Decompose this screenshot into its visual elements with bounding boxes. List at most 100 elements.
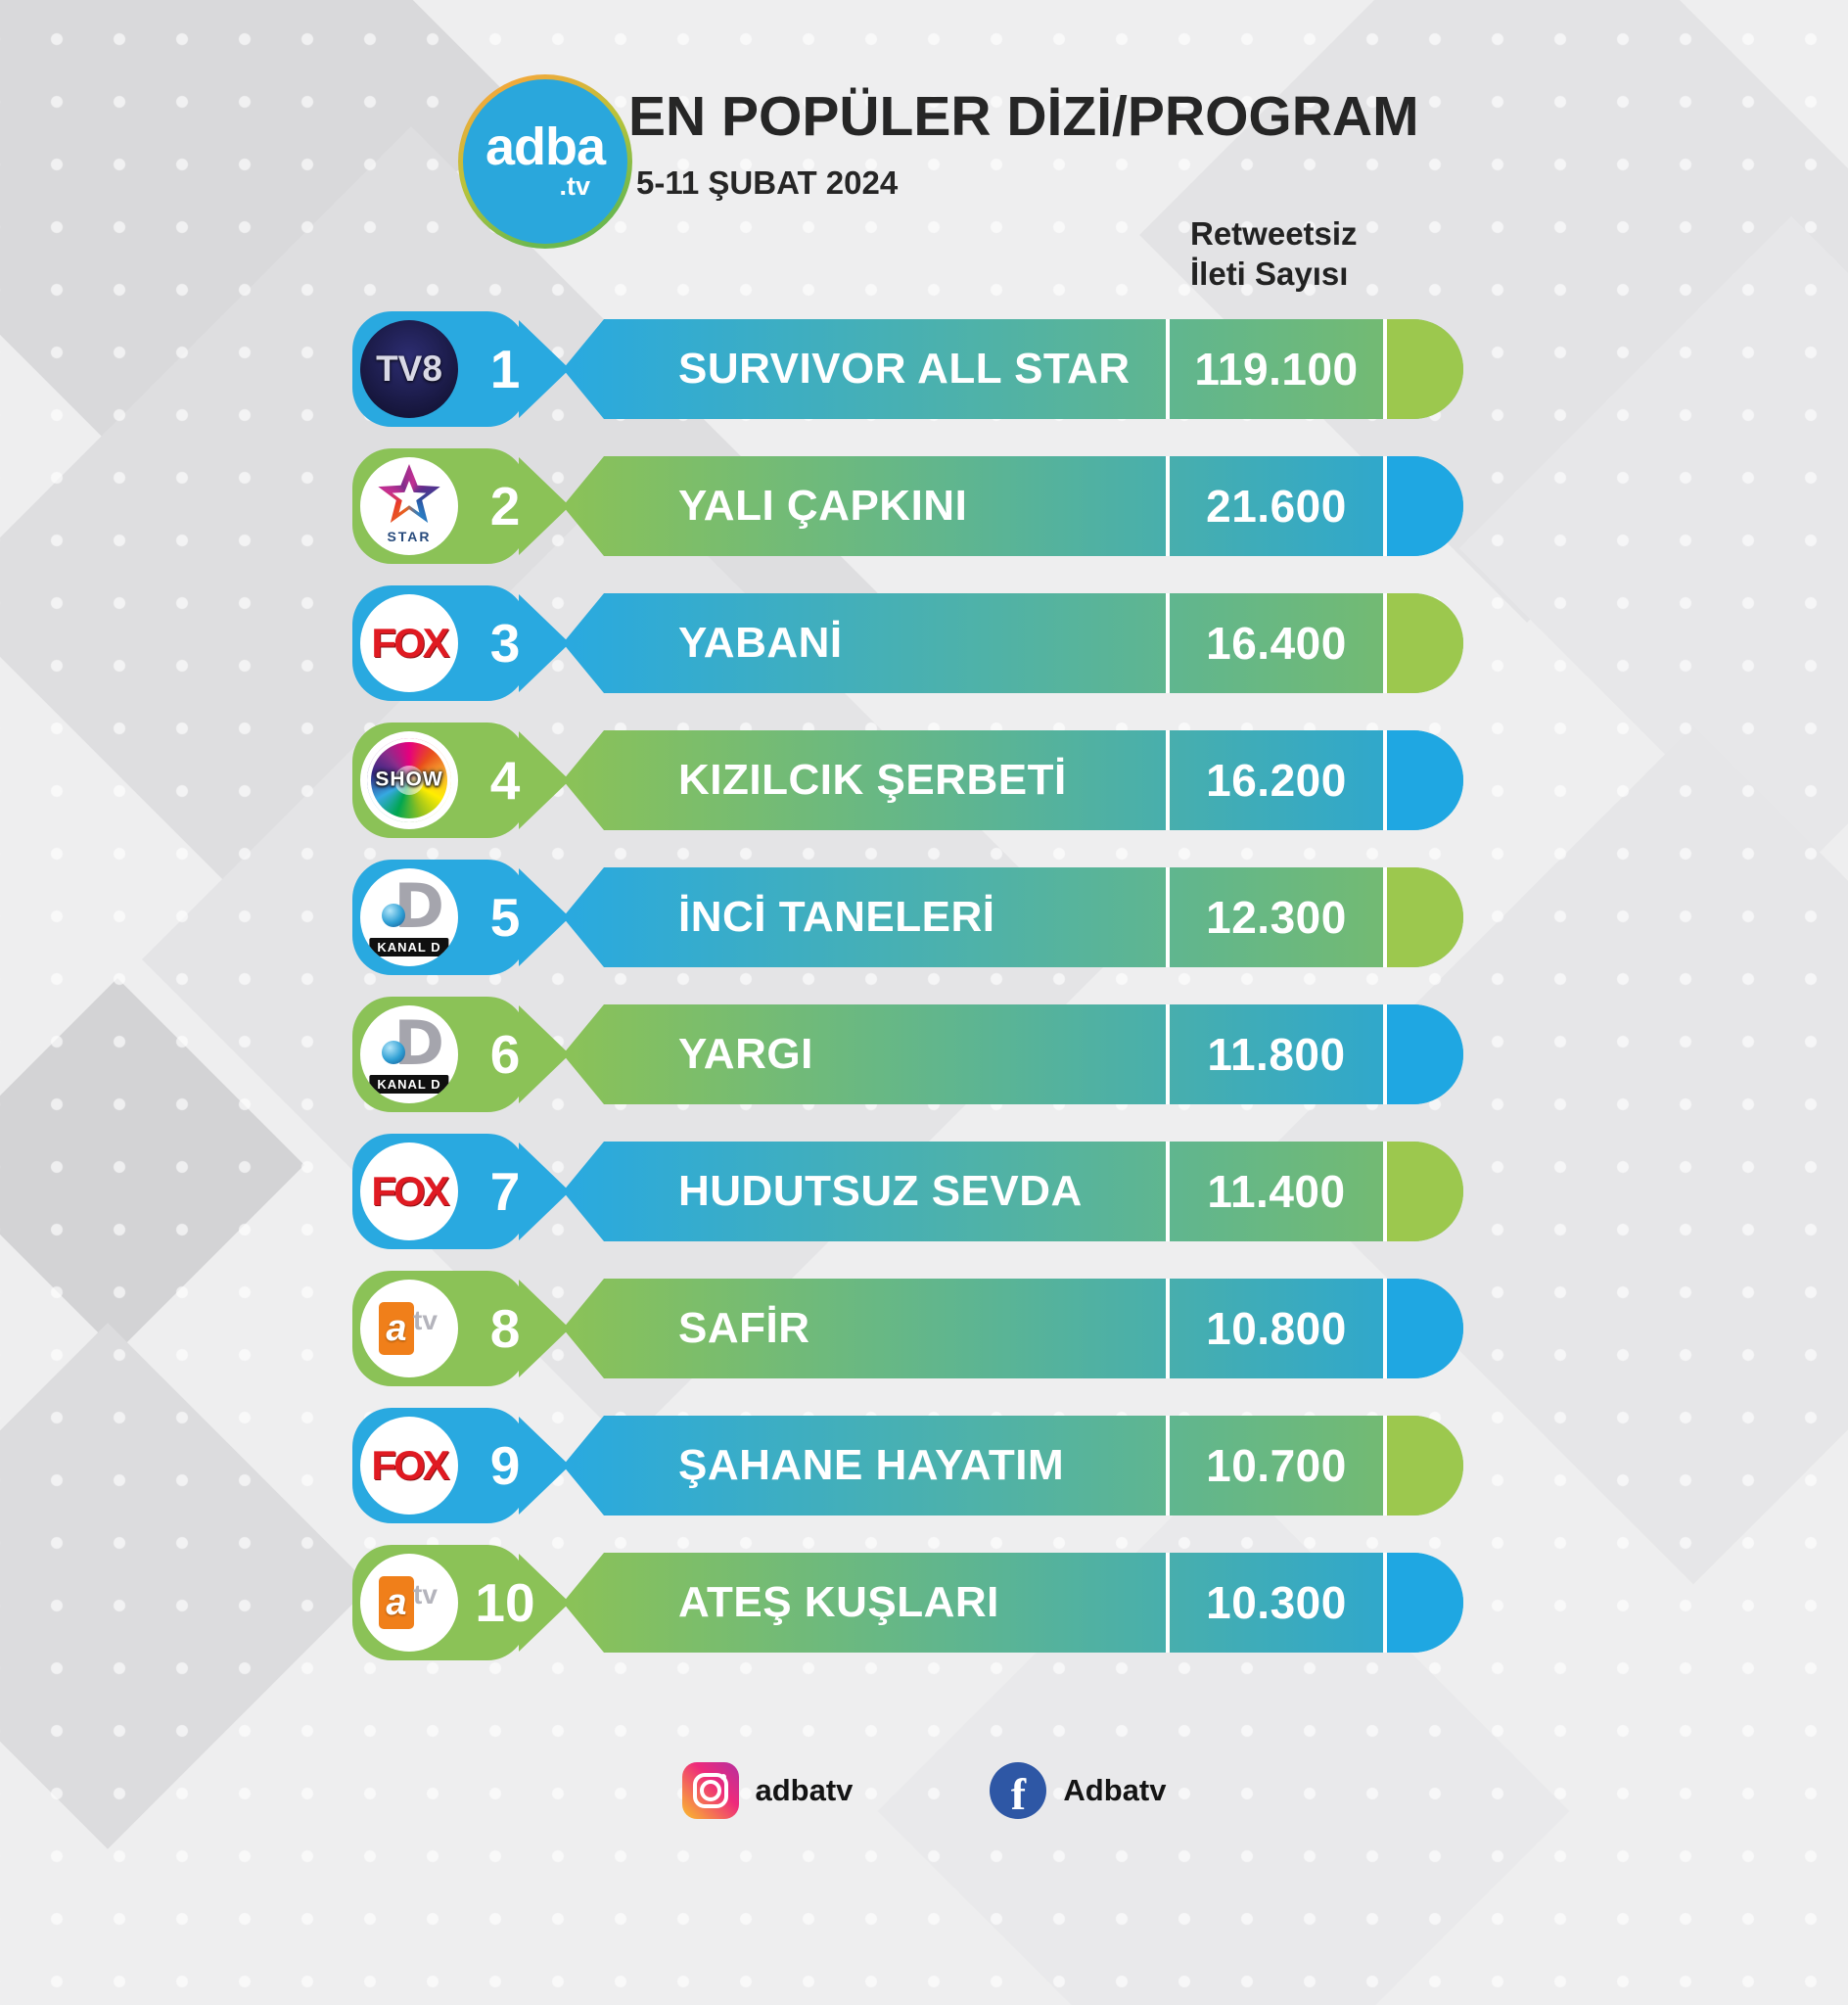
show-bar: HUDUTSUZ SEVDA 11.400 — [563, 1142, 1463, 1241]
channel-badge: a tv 10 — [352, 1545, 587, 1660]
atv-logo-a: a — [379, 1302, 414, 1355]
instagram-handle: adbatv — [755, 1773, 854, 1807]
bar-end-cap — [1387, 1142, 1463, 1241]
retweet-count: 21.600 — [1206, 481, 1347, 532]
fox-logo: FOX — [360, 1142, 458, 1240]
count-separator — [1166, 867, 1170, 967]
channel-badge: D KANAL D 5 — [352, 860, 587, 975]
bar-end-cap — [1387, 867, 1463, 967]
adba-logo-circle: adba .tv — [463, 79, 627, 244]
cap-separator — [1383, 319, 1387, 419]
rank-number: 7 — [489, 1161, 521, 1222]
adba-tv-logo: adba .tv — [458, 74, 632, 249]
instagram-icon — [681, 1762, 739, 1819]
show-bar: YARGI 11.800 — [563, 1004, 1463, 1104]
count-separator — [1166, 1553, 1170, 1653]
show-tv-logo: SHOW — [360, 731, 458, 829]
ranking-row-3: FOX 3 YABANİ 16.400 — [352, 585, 1488, 701]
tv8-logo: TV8 — [360, 320, 458, 418]
ranking-row-5: D KANAL D 5 İNCİ TANELERİ 12.300 — [352, 860, 1488, 975]
ranking-row-10: a tv 10 ATEŞ KUŞLARI 10.300 — [352, 1545, 1488, 1660]
ranking-row-9: FOX 9 ŞAHANE HAYATIM 10.700 — [352, 1408, 1488, 1523]
footer-social-bar: adbatv Adbatv — [0, 1762, 1848, 1819]
channel-badge: FOX 7 — [352, 1134, 587, 1249]
atv-logo-tv: tv — [413, 1579, 438, 1609]
retweet-count: 16.400 — [1206, 618, 1347, 669]
instagram-link[interactable]: adbatv — [681, 1762, 854, 1819]
channel-badge: TV8 1 — [352, 311, 587, 427]
bar-end-cap — [1387, 593, 1463, 693]
bar-end-cap — [1387, 456, 1463, 556]
count-column-header-line2: İleti Sayısı — [1190, 256, 1349, 292]
kanal-d-label: KANAL D — [368, 1074, 450, 1095]
fox-logo-text: FOX — [371, 1168, 449, 1214]
ranking-row-1: TV8 1 SURVIVOR ALL STAR 119.100 — [352, 311, 1488, 427]
tv8-logo-text: TV8 — [376, 349, 442, 389]
count-separator — [1166, 1004, 1170, 1104]
channel-badge: D KANAL D 6 — [352, 997, 587, 1112]
ranking-row-2: STAR 2 YALI ÇAPKINI 21.600 — [352, 448, 1488, 564]
facebook-link[interactable]: Adbatv — [990, 1762, 1167, 1819]
rank-number: 9 — [489, 1435, 521, 1496]
show-wheel-core — [394, 766, 424, 795]
count-column-header: Retweetsiz İleti Sayısı — [1190, 213, 1358, 294]
adba-logo-tv-text: .tv — [559, 171, 590, 201]
bar-end-cap — [1387, 1553, 1463, 1653]
kanal-d-letter: D — [393, 1007, 444, 1079]
retweet-count: 11.400 — [1207, 1166, 1346, 1217]
rank-number: 6 — [489, 1024, 521, 1085]
kanal-d-sphere — [382, 1041, 405, 1064]
cap-separator — [1383, 593, 1387, 693]
show-name: YARGI — [678, 1030, 813, 1078]
atv-logo: a tv — [360, 1280, 458, 1377]
channel-badge: STAR 2 — [352, 448, 587, 564]
retweet-count: 10.700 — [1206, 1440, 1347, 1491]
ranking-row-4: SHOW 4 KIZILCIK ŞERBETİ 16.200 — [352, 723, 1488, 838]
rank-number: 5 — [489, 887, 521, 948]
kanal-d-label: KANAL D — [368, 937, 450, 957]
bar-end-cap — [1387, 1416, 1463, 1515]
rank-number: 2 — [489, 476, 521, 536]
channel-badge: FOX 3 — [352, 585, 587, 701]
channel-badge: a tv 8 — [352, 1271, 587, 1386]
show-bar: YALI ÇAPKINI 21.600 — [563, 456, 1463, 556]
rank-number: 3 — [489, 613, 521, 674]
show-bar: SURVIVOR ALL STAR 119.100 — [563, 319, 1463, 419]
count-separator — [1166, 1142, 1170, 1241]
rank-number: 4 — [489, 750, 521, 811]
show-bar: SAFİR 10.800 — [563, 1279, 1463, 1378]
show-name: SAFİR — [678, 1304, 810, 1352]
show-bar: ATEŞ KUŞLARI 10.300 — [563, 1553, 1463, 1653]
page-title: EN POPÜLER DİZİ/PROGRAM — [628, 85, 1419, 148]
cap-separator — [1383, 1004, 1387, 1104]
fox-logo-text: FOX — [371, 620, 449, 666]
rank-number: 10 — [475, 1572, 535, 1633]
retweet-count: 16.200 — [1206, 755, 1347, 806]
cap-separator — [1383, 1142, 1387, 1241]
fox-logo: FOX — [360, 594, 458, 692]
retweet-count: 10.800 — [1206, 1303, 1347, 1354]
retweet-count: 119.100 — [1194, 344, 1359, 395]
kanal-d-letter: D — [393, 870, 444, 942]
star-tv-logo: STAR — [360, 457, 458, 555]
show-name: YABANİ — [678, 619, 843, 667]
cap-separator — [1383, 1553, 1387, 1653]
bar-end-cap — [1387, 1279, 1463, 1378]
kanal-d-logo: D KANAL D — [360, 1005, 458, 1103]
rank-number: 8 — [489, 1298, 521, 1359]
show-bar: YABANİ 16.400 — [563, 593, 1463, 693]
count-separator — [1166, 1279, 1170, 1378]
show-name: KIZILCIK ŞERBETİ — [678, 756, 1067, 804]
show-name: SURVIVOR ALL STAR — [678, 345, 1131, 393]
kanal-d-sphere — [382, 904, 405, 927]
show-name: ŞAHANE HAYATIM — [678, 1441, 1065, 1489]
show-logo-text: SHOW — [375, 768, 443, 791]
ranking-row-6: D KANAL D 6 YARGI 11.800 — [352, 997, 1488, 1112]
facebook-handle: Adbatv — [1063, 1773, 1167, 1807]
ranking-row-8: a tv 8 SAFİR 10.800 — [352, 1271, 1488, 1386]
ranking-list: TV8 1 SURVIVOR ALL STAR 119.100 — [352, 311, 1488, 1682]
fox-logo-text: FOX — [371, 1442, 449, 1488]
show-bar: KIZILCIK ŞERBETİ 16.200 — [563, 730, 1463, 830]
atv-logo-tv: tv — [413, 1305, 438, 1335]
